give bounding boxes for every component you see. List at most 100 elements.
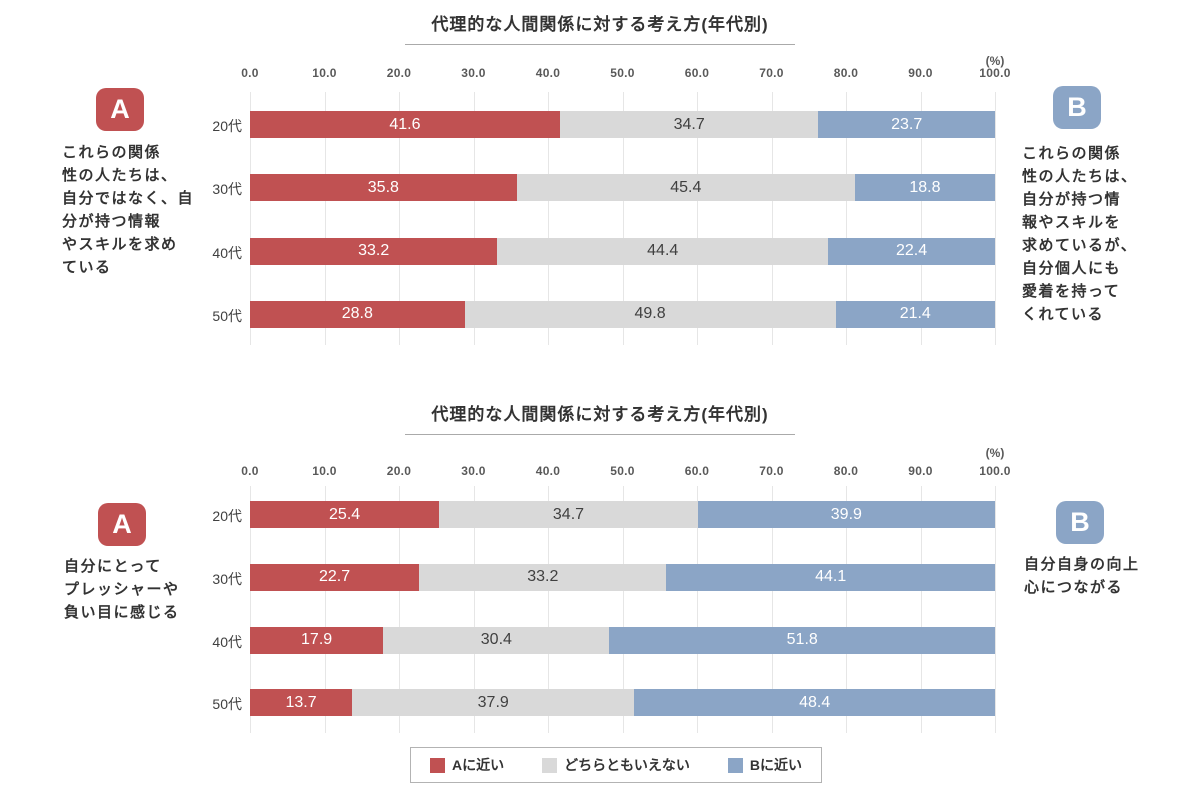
axis-tick-label: 40.0 <box>535 66 561 80</box>
axis-tick-label: 50.0 <box>610 464 635 478</box>
axis-tick-label: 40.0 <box>535 464 561 478</box>
bar-row: 22.7 33.2 44.1 <box>250 563 995 591</box>
row-label: 30代 <box>212 570 242 587</box>
gridline <box>250 486 251 733</box>
bar-row: 35.8 45.4 18.8 <box>250 174 995 202</box>
bar-segment: 25.4 <box>250 501 440 528</box>
bar-segment: 22.4 <box>828 237 995 265</box>
gridline <box>473 486 475 733</box>
bar-segment: 51.8 <box>609 626 995 654</box>
legend-label: どちらともいえない <box>564 757 690 773</box>
side-a-text: 自分にとって プレッシャーや 負い目に感じる <box>64 558 180 621</box>
legend-label: Bに近い <box>749 757 802 773</box>
bar-segment: 44.1 <box>666 563 995 591</box>
axis-tick-label: 70.0 <box>759 464 784 478</box>
gridline <box>697 92 698 345</box>
axis-tick-label: 10.0 <box>312 66 337 80</box>
bar-segment: 21.4 <box>835 300 995 328</box>
badge-b: B <box>1056 501 1104 544</box>
bar-segment: 41.6 <box>250 111 560 138</box>
axis-tick-label: 0.0 <box>241 66 259 80</box>
bar-row: 25.4 34.7 39.9 <box>250 501 995 528</box>
row-label: 40代 <box>212 244 242 261</box>
axis-tick-label: 30.0 <box>461 66 486 80</box>
bar-segment: 34.7 <box>439 501 698 528</box>
gridline <box>324 92 326 345</box>
row-label: 20代 <box>212 118 242 134</box>
axis-tick-label: 70.0 <box>759 66 784 80</box>
chart-title-wrap: 代理的な人間関係に対する考え方(年代別) <box>0 400 1200 435</box>
gridline <box>846 486 847 733</box>
bar-segment: 48.4 <box>634 689 995 717</box>
gridline <box>250 92 251 345</box>
legend: Aに近い どちらともいえない Bに近い <box>410 747 822 783</box>
chart-title-wrap: 代理的な人間関係に対する考え方(年代別) <box>0 10 1200 45</box>
gridline <box>920 92 922 345</box>
gridline <box>771 92 773 345</box>
gridline <box>622 486 624 733</box>
axis-tick-label: 50.0 <box>610 66 635 80</box>
chart-title: 代理的な人間関係に対する考え方(年代別) <box>405 10 795 45</box>
axis-tick-label: 30.0 <box>461 464 486 478</box>
row-label: 50代 <box>212 696 242 713</box>
gridline <box>920 486 922 733</box>
badge-a: A <box>98 503 146 546</box>
gridline <box>548 486 549 733</box>
bar-segment: 35.8 <box>250 174 517 202</box>
axis-tick-label: 100.0 <box>979 464 1011 478</box>
bar-segment: 17.9 <box>250 626 384 654</box>
bar-segment: 37.9 <box>352 689 635 717</box>
axis-tick-label: 20.0 <box>386 66 412 80</box>
gridline <box>995 486 996 733</box>
bar-segment: 28.8 <box>250 300 465 328</box>
bar-segment: 30.4 <box>383 626 610 654</box>
side-b-text: これらの関係 性の人たちは、 自分が持つ情 報やスキルを 求めているが、 自分個… <box>1022 145 1138 323</box>
badge-b: B <box>1053 86 1101 129</box>
legend-swatch-icon <box>727 757 743 773</box>
bar-segment: 13.7 <box>250 689 353 717</box>
axis-tick-label: 10.0 <box>312 464 337 478</box>
legend-item: Aに近い <box>430 755 504 775</box>
row-label: 50代 <box>212 307 242 324</box>
gridline <box>399 92 400 345</box>
bar-segment: 23.7 <box>818 111 995 138</box>
bar-segment: 49.8 <box>464 300 836 328</box>
gridline <box>697 486 698 733</box>
chart-title: 代理的な人間関係に対する考え方(年代別) <box>405 400 795 435</box>
bar-segment: 33.2 <box>419 563 667 591</box>
bar-row: 28.8 49.8 21.4 <box>250 300 995 328</box>
side-b-text: 自分自身の向上 心につながる <box>1024 556 1140 596</box>
bar-segment: 39.9 <box>697 501 995 528</box>
gridline <box>399 486 400 733</box>
bar-row: 13.7 37.9 48.4 <box>250 689 995 717</box>
legend-label: Aに近い <box>452 757 505 773</box>
axis-tick-label: 60.0 <box>684 464 710 478</box>
axis-tick-label: 0.0 <box>241 464 259 478</box>
axis-tick-label: 80.0 <box>833 66 859 80</box>
legend-item: どちらともいえない <box>542 755 690 775</box>
gridline <box>622 92 624 345</box>
badge-a: A <box>96 88 144 131</box>
axis-tick-label: 100.0 <box>979 66 1011 80</box>
bar-segment: 44.4 <box>497 237 829 265</box>
axis-tick-label: 90.0 <box>908 464 933 478</box>
gridline <box>324 486 326 733</box>
axis-tick-label: 80.0 <box>833 464 859 478</box>
gridline <box>548 92 549 345</box>
row-label: 40代 <box>212 633 242 650</box>
bar-segment: 45.4 <box>516 174 855 202</box>
bar-segment: 22.7 <box>250 563 420 591</box>
bar-segment: 18.8 <box>854 174 995 202</box>
axis-unit-label: (%) <box>985 54 1005 68</box>
side-a-text: これらの関係 性の人たちは、 自分ではなく、自 分が持つ情報 やスキルを求め て… <box>62 144 195 276</box>
gridline <box>473 92 475 345</box>
legend-swatch-icon <box>542 757 558 773</box>
bar-segment: 33.2 <box>250 237 498 265</box>
bar-row: 17.9 30.4 51.8 <box>250 626 995 654</box>
row-label: 30代 <box>212 181 242 198</box>
gridline <box>771 486 773 733</box>
legend-item: Bに近い <box>727 755 802 775</box>
row-label: 20代 <box>212 508 242 524</box>
